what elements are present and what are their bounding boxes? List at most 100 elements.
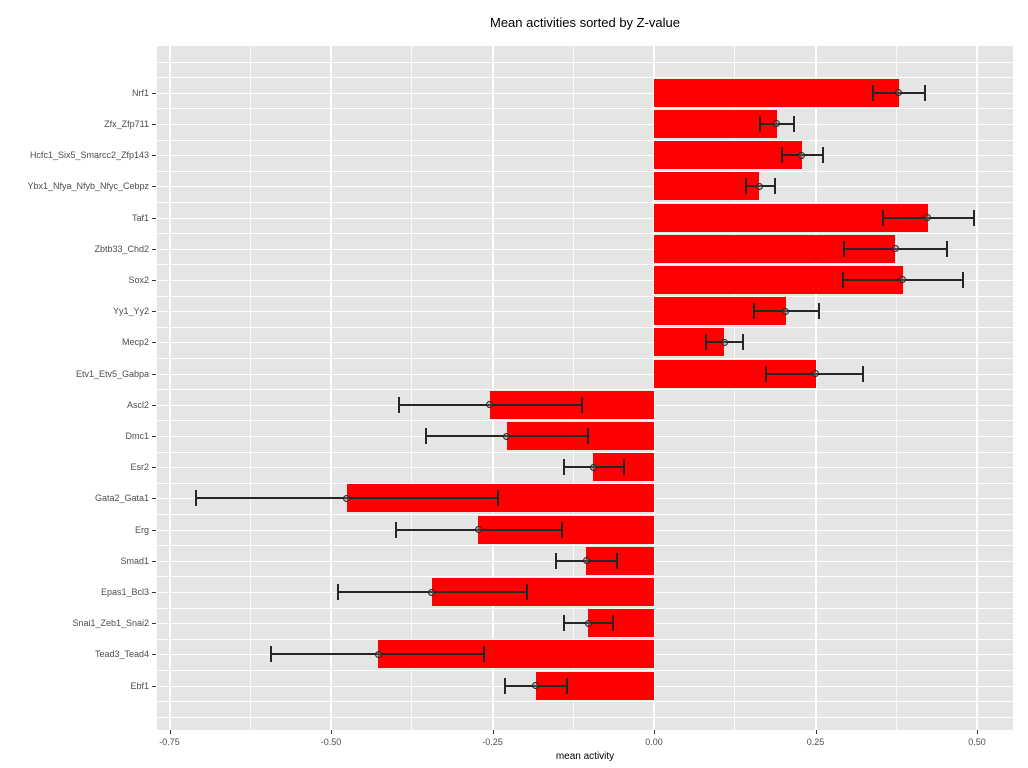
x-tick-label: -0.25 [482, 737, 503, 747]
y-tick [152, 217, 156, 219]
bar [654, 78, 899, 107]
h-gridline [157, 155, 1013, 157]
error-cap [397, 396, 400, 413]
x-tick-label: -0.75 [159, 737, 180, 747]
y-tick [152, 311, 156, 313]
point-marker [374, 650, 382, 658]
y-axis-label: Gata2_Gata1 [94, 493, 149, 504]
point-marker [428, 588, 436, 596]
y-axis-label: Tead3_Tead4 [94, 649, 149, 660]
point-marker [503, 432, 511, 440]
v-gridline-major [976, 46, 978, 730]
error-cap [758, 115, 761, 132]
error-cap [753, 303, 756, 320]
error-cap [924, 84, 927, 101]
v-gridline-major [814, 46, 817, 730]
v-gridline-major [330, 46, 332, 730]
x-tick [815, 730, 817, 734]
v-gridline-major [491, 46, 494, 730]
h-gridline [157, 264, 1013, 266]
h-gridline [157, 607, 1013, 609]
y-axis-label: Smad1 [120, 555, 149, 566]
y-tick [152, 467, 156, 469]
y-axis-label: Erg [134, 524, 149, 535]
v-gridline-minor [249, 46, 251, 730]
y-tick [152, 279, 156, 281]
error-cap [562, 615, 565, 632]
y-axis-label: Taf1 [131, 212, 149, 223]
h-gridline [157, 482, 1013, 484]
point-marker [812, 370, 819, 377]
chart-title: Mean activities sorted by Z-value [489, 15, 681, 30]
point-marker [474, 526, 482, 534]
h-gridline [157, 701, 1013, 703]
y-axis-label: Sox2 [128, 274, 149, 285]
bar [654, 141, 802, 170]
error-cap [525, 584, 528, 600]
y-axis-label: Zfx_Zfp711 [104, 118, 149, 129]
y-axis-label: Ybx1_Nfya_Nfyb_Nfyc_Cebpz [27, 181, 149, 192]
x-tick [977, 730, 978, 734]
y-tick [152, 685, 156, 687]
h-gridline [157, 373, 1013, 375]
point-marker [773, 120, 781, 128]
error-cap [561, 521, 564, 538]
error-cap [581, 396, 584, 413]
error-cap [945, 240, 948, 257]
v-gridline-major [168, 46, 171, 730]
error-cap [842, 240, 845, 257]
h-gridline [157, 326, 1013, 328]
x-tick-label: 0.50 [968, 737, 986, 747]
error-cap [623, 459, 626, 476]
x-tick [331, 730, 332, 734]
h-gridline [157, 108, 1013, 110]
point-marker [486, 401, 494, 409]
y-tick [152, 92, 156, 94]
y-tick [152, 404, 156, 406]
h-gridline [157, 342, 1013, 344]
point-marker [532, 682, 540, 690]
error-cap [195, 490, 197, 507]
y-axis-label: Mecp2 [121, 337, 149, 348]
point-marker [755, 182, 763, 190]
point-marker [582, 557, 590, 565]
error-cap [773, 178, 776, 195]
h-gridline [157, 295, 1013, 297]
error-cap [496, 490, 499, 507]
error-cap [972, 209, 975, 226]
y-axis-label: Zbtb33_Chd2 [94, 243, 149, 254]
x-tick [654, 730, 655, 734]
error-cap [961, 271, 964, 288]
h-gridline [157, 670, 1013, 671]
h-gridline [157, 77, 1013, 79]
error-cap [742, 334, 745, 351]
error-cap [765, 365, 768, 382]
h-gridline [157, 92, 1013, 94]
point-marker [899, 276, 907, 284]
x-tick [169, 730, 171, 734]
v-gridline-minor [411, 46, 413, 730]
v-gridline-major [653, 46, 655, 730]
error-cap [565, 677, 568, 694]
h-gridline [157, 576, 1013, 578]
y-tick [152, 654, 156, 656]
y-tick [152, 529, 156, 531]
v-gridline-minor [734, 46, 736, 730]
v-gridline-minor [895, 46, 897, 730]
point-marker [720, 338, 728, 346]
h-gridline [157, 420, 1013, 422]
error-cap [862, 365, 865, 382]
y-tick [152, 592, 156, 593]
h-gridline [157, 186, 1013, 188]
point-marker [798, 151, 806, 159]
x-tick [492, 730, 494, 734]
error-cap [425, 428, 427, 444]
y-axis-label: Ascl2 [126, 399, 149, 410]
y-tick [152, 186, 156, 188]
error-cap [503, 677, 506, 694]
point-marker [782, 307, 790, 315]
error-cap [337, 584, 340, 600]
error-cap [872, 84, 874, 101]
point-marker [895, 89, 903, 97]
